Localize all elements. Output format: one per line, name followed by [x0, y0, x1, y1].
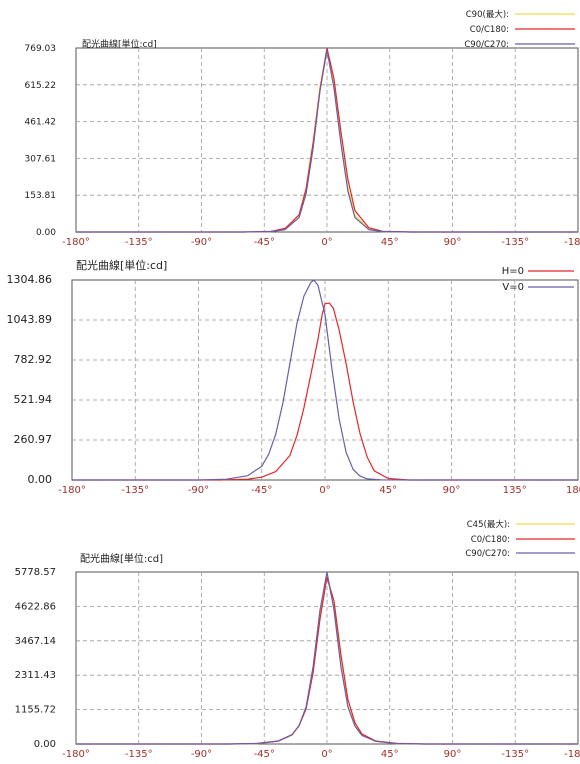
legend-label: C90/C270:	[464, 40, 509, 50]
x-tick-label: -135°	[501, 749, 529, 760]
y-tick-label: 0.00	[34, 739, 56, 750]
y-tick-label: 4622.86	[15, 601, 56, 612]
y-tick-label: 5778.57	[15, 567, 56, 578]
x-tick-label: -135°	[125, 237, 153, 248]
y-tick-label: 1304.86	[7, 273, 53, 286]
x-tick-label: 0°	[321, 237, 332, 248]
y-tick-label: 1155.72	[15, 705, 56, 716]
legend-label: C0/C180:	[471, 535, 510, 545]
x-tick-label: -45°	[254, 237, 275, 248]
y-tick-label: 461.42	[25, 118, 57, 128]
x-tick-label: 90°	[444, 749, 462, 760]
x-tick-label: -45°	[251, 485, 272, 496]
legend-label: H=0	[502, 266, 524, 277]
x-tick-label: 45°	[381, 749, 399, 760]
y-tick-label: 782.92	[14, 353, 53, 366]
y-tick-label: 153.81	[25, 191, 57, 201]
chart-3: 5778.574622.863467.142311.431155.720.00-…	[15, 519, 580, 760]
x-tick-label: -180°	[564, 749, 580, 760]
x-tick-label: 0°	[319, 485, 330, 496]
chart-2: 1304.86 1043.89 782.92 521.94 260.97 0.00 -180…	[7, 258, 580, 496]
x-tick-label: 180°	[566, 485, 580, 496]
y-tick-label: 3467.14	[15, 636, 56, 647]
y-tick-label: 521.94	[14, 393, 53, 406]
legend-label: V=0	[502, 282, 524, 293]
x-tick-label: 90°	[443, 485, 461, 496]
legend-label: C0/C180:	[470, 25, 509, 35]
legend-label: C90(最大):	[466, 9, 509, 20]
x-tick-label: -90°	[188, 485, 209, 496]
y-tick-label: 1043.89	[7, 313, 53, 326]
x-tick-label: -180°	[58, 485, 86, 496]
legend-label: C45(最大):	[467, 519, 510, 530]
x-tick-label: 0°	[321, 749, 332, 760]
x-tick-label: -135°	[501, 237, 529, 248]
x-tick-label: -135°	[125, 749, 153, 760]
chart-title: 配光曲線[単位:cd]	[82, 38, 157, 50]
chart-title: 配光曲線[単位:cd]	[80, 552, 163, 565]
x-tick-label: 90°	[444, 237, 462, 248]
y-tick-label: 260.97	[14, 433, 53, 446]
chart-title: 配光曲線[単位:cd]	[76, 258, 167, 272]
y-tick-label: 615.22	[25, 81, 57, 91]
x-tick-label: -135°	[121, 485, 149, 496]
y-tick-label: 0.00	[28, 473, 53, 486]
y-tick-label: 769.03	[25, 44, 57, 54]
x-tick-label: 45°	[379, 485, 397, 496]
y-tick-label: 2311.43	[15, 670, 56, 681]
y-tick-label: 0.00	[36, 228, 56, 238]
x-tick-label: 45°	[381, 237, 399, 248]
x-tick-label: -90°	[191, 237, 212, 248]
x-tick-label: -90°	[191, 749, 212, 760]
y-tick-label: 307.61	[25, 154, 57, 164]
x-tick-label: 135°	[503, 485, 527, 496]
chart-1: 769.03 615.22 461.42 307.61 153.81 0.00 -180° -…	[25, 9, 580, 248]
x-tick-label: -45°	[254, 749, 275, 760]
x-tick-label: -180°	[62, 237, 90, 248]
legend-label: C90/C270:	[465, 549, 510, 559]
x-tick-label: -180°	[564, 237, 580, 248]
x-tick-label: -180°	[62, 749, 90, 760]
